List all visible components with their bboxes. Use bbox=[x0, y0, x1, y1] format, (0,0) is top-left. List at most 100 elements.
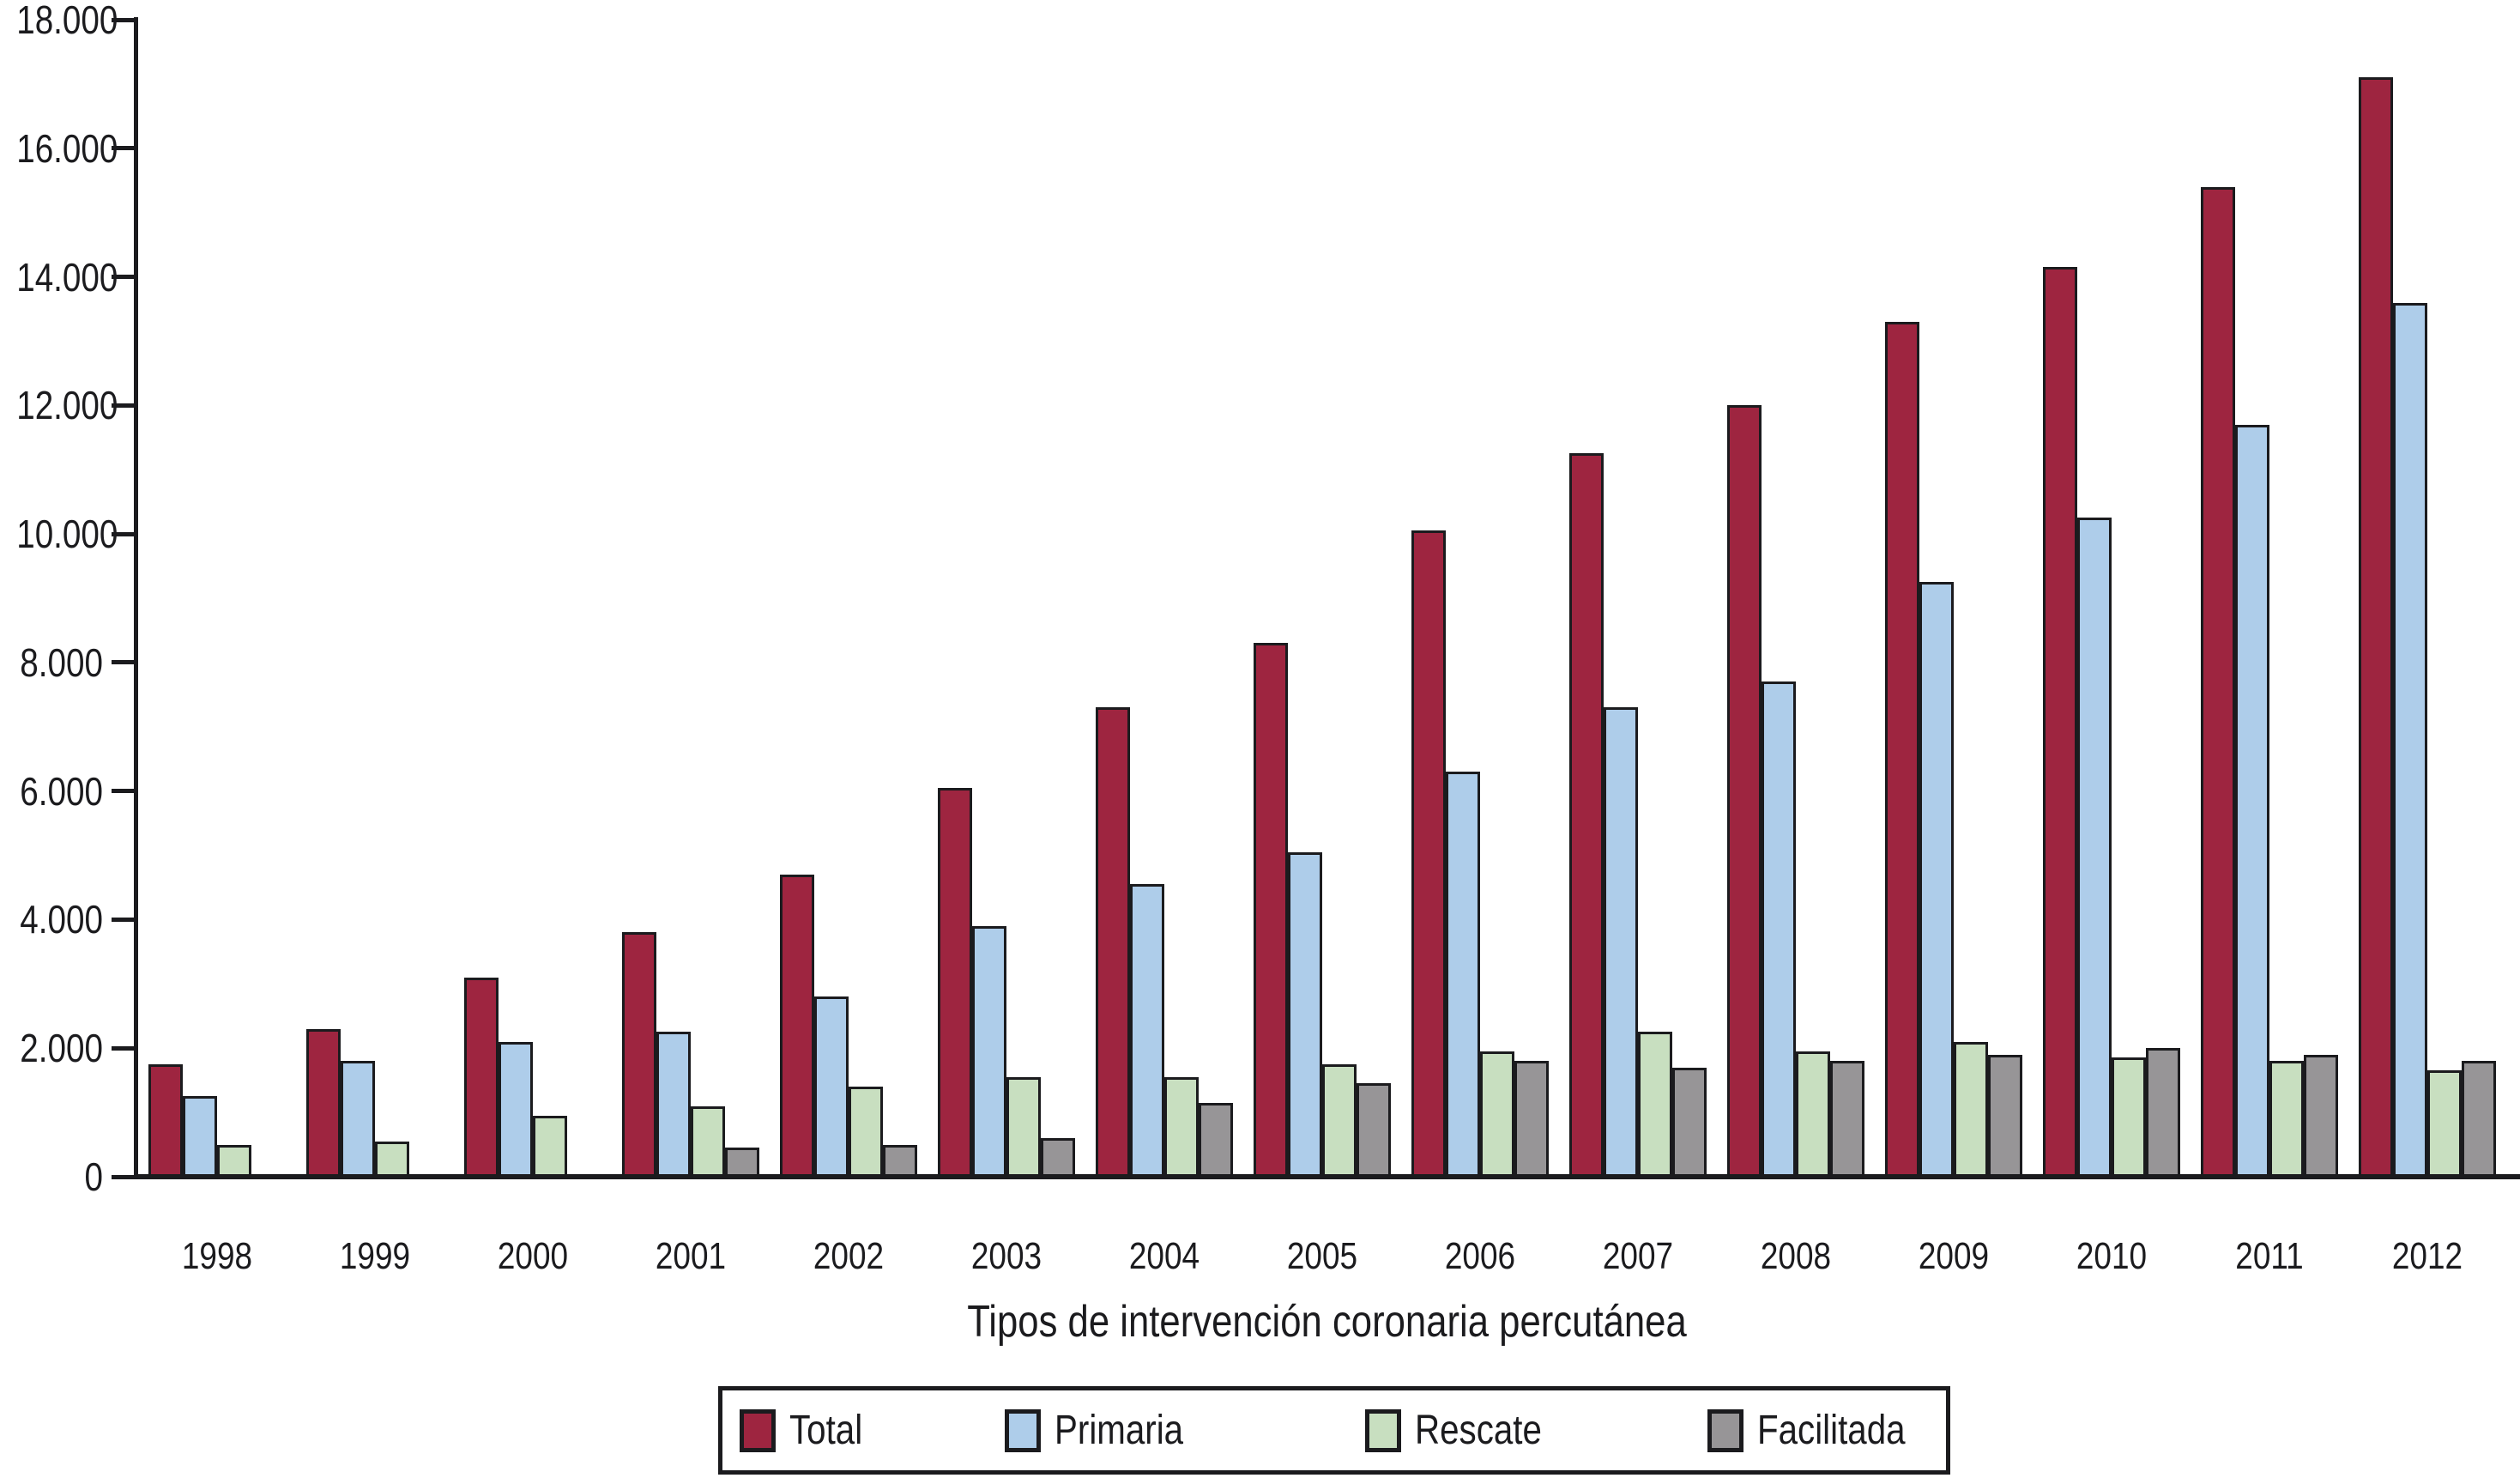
bar-2007-rescate bbox=[1638, 1032, 1672, 1177]
x-axis-baseline bbox=[134, 1174, 2520, 1179]
y-tick-2000 bbox=[112, 1045, 134, 1051]
bar-2000-total bbox=[464, 978, 499, 1177]
y-tick-4000 bbox=[112, 917, 134, 922]
x-label-2011: 2011 bbox=[2235, 1235, 2304, 1277]
x-label-2002: 2002 bbox=[813, 1235, 885, 1277]
bar-2004-primaria bbox=[1130, 884, 1164, 1177]
bar-2011-rescate bbox=[2269, 1061, 2304, 1177]
x-label-2003: 2003 bbox=[970, 1235, 1042, 1277]
y-tick-8000 bbox=[112, 660, 134, 665]
bar-2011-total bbox=[2201, 187, 2235, 1177]
y-tick-label-6000: 6.000 bbox=[20, 768, 103, 814]
bar-2000-primaria bbox=[499, 1042, 533, 1177]
bar-2004-total bbox=[1096, 707, 1130, 1177]
bar-2003-total bbox=[938, 788, 972, 1177]
bar-2010-total bbox=[2043, 267, 2077, 1177]
bar-2007-primaria bbox=[1604, 707, 1638, 1177]
bar-2004-rescate bbox=[1164, 1077, 1199, 1177]
bar-2010-rescate bbox=[2112, 1057, 2146, 1177]
legend-item-primaria: Primaria bbox=[1005, 1407, 1208, 1453]
bar-2006-rescate bbox=[1480, 1051, 1514, 1177]
legend-label-facilitada: Facilitada bbox=[1757, 1407, 1906, 1453]
bar-2003-rescate bbox=[1006, 1077, 1041, 1177]
bar-2012-total bbox=[2359, 77, 2393, 1177]
x-axis-title: Tipos de intervención coronaria percután… bbox=[967, 1297, 1687, 1347]
bar-2002-total bbox=[780, 875, 814, 1177]
x-label-1999: 1999 bbox=[339, 1235, 411, 1277]
legend-item-facilitada: Facilitada bbox=[1707, 1407, 1933, 1453]
bar-2010-facilitada bbox=[2146, 1048, 2180, 1177]
x-label-2007: 2007 bbox=[1602, 1235, 1674, 1277]
y-tick-10000 bbox=[112, 531, 134, 536]
y-tick-12000 bbox=[112, 403, 134, 408]
bar-2010-primaria bbox=[2077, 518, 2112, 1177]
bar-2008-rescate bbox=[1796, 1051, 1830, 1177]
bar-2005-total bbox=[1254, 643, 1288, 1177]
bar-2002-primaria bbox=[814, 996, 849, 1177]
y-tick-label-14000: 14.000 bbox=[16, 254, 118, 300]
legend-swatch-primaria bbox=[1005, 1408, 1041, 1452]
y-tick-label-10000: 10.000 bbox=[16, 512, 118, 557]
bar-2005-rescate bbox=[1322, 1064, 1357, 1177]
bar-2012-rescate bbox=[2427, 1070, 2462, 1177]
bar-2008-primaria bbox=[1762, 681, 1796, 1177]
bar-1999-rescate bbox=[375, 1142, 409, 1177]
y-tick-label-4000: 4.000 bbox=[20, 897, 103, 942]
bar-2004-facilitada bbox=[1199, 1103, 1233, 1177]
y-tick-0 bbox=[112, 1174, 134, 1179]
bar-2001-rescate bbox=[691, 1106, 725, 1177]
bar-2009-total bbox=[1885, 322, 1919, 1177]
bar-1999-primaria bbox=[341, 1061, 375, 1177]
bar-2005-facilitada bbox=[1357, 1083, 1391, 1177]
bar-2012-primaria bbox=[2393, 303, 2427, 1177]
bar-2007-facilitada bbox=[1672, 1068, 1707, 1177]
bar-2006-total bbox=[1411, 530, 1446, 1177]
bar-2012-facilitada bbox=[2462, 1061, 2496, 1177]
bar-2003-facilitada bbox=[1041, 1138, 1075, 1177]
bar-2011-facilitada bbox=[2304, 1055, 2338, 1177]
x-label-2005: 2005 bbox=[1286, 1235, 1358, 1277]
legend: Total Primaria Rescate Facilitada bbox=[718, 1386, 1950, 1475]
bar-2001-primaria bbox=[656, 1032, 691, 1177]
bar-2006-facilitada bbox=[1514, 1061, 1549, 1177]
bar-1998-total bbox=[148, 1064, 183, 1177]
y-tick-16000 bbox=[112, 146, 134, 151]
y-tick-6000 bbox=[112, 789, 134, 794]
x-label-2008: 2008 bbox=[1760, 1235, 1832, 1277]
legend-swatch-rescate bbox=[1365, 1408, 1401, 1452]
x-label-2012: 2012 bbox=[2391, 1235, 2463, 1277]
bar-2006-primaria bbox=[1446, 772, 1480, 1177]
bar-1999-total bbox=[306, 1029, 341, 1177]
legend-label-primaria: Primaria bbox=[1055, 1407, 1184, 1453]
x-label-1998: 1998 bbox=[181, 1235, 253, 1277]
legend-swatch-facilitada bbox=[1707, 1408, 1743, 1452]
y-tick-label-12000: 12.000 bbox=[16, 383, 118, 428]
bar-2007-total bbox=[1569, 453, 1604, 1177]
bar-2000-rescate bbox=[533, 1116, 567, 1177]
legend-label-rescate: Rescate bbox=[1415, 1407, 1542, 1453]
y-tick-label-8000: 8.000 bbox=[20, 639, 103, 685]
x-label-2000: 2000 bbox=[497, 1235, 569, 1277]
y-axis-line bbox=[134, 17, 138, 1179]
legend-item-total: Total bbox=[740, 1408, 876, 1452]
legend-swatch-total bbox=[740, 1408, 776, 1452]
x-label-2010: 2010 bbox=[2076, 1235, 2148, 1277]
bar-1998-primaria bbox=[183, 1096, 217, 1177]
x-label-2001: 2001 bbox=[655, 1235, 727, 1277]
bar-2002-facilitada bbox=[883, 1145, 917, 1177]
bar-2008-facilitada bbox=[1830, 1061, 1864, 1177]
bar-2009-facilitada bbox=[1988, 1055, 2022, 1177]
y-tick-18000 bbox=[112, 17, 134, 22]
y-tick-label-16000: 16.000 bbox=[16, 125, 118, 171]
bar-2003-primaria bbox=[972, 926, 1006, 1177]
bar-2009-primaria bbox=[1919, 582, 1954, 1177]
bar-2002-rescate bbox=[849, 1087, 883, 1177]
x-label-2009: 2009 bbox=[1918, 1235, 1990, 1277]
bar-1998-rescate bbox=[217, 1145, 251, 1177]
y-tick-label-2000: 2.000 bbox=[20, 1026, 103, 1071]
bar-2009-rescate bbox=[1954, 1042, 1988, 1177]
bar-2008-total bbox=[1727, 405, 1762, 1177]
bar-2005-primaria bbox=[1288, 852, 1322, 1177]
x-label-2004: 2004 bbox=[1128, 1235, 1200, 1277]
